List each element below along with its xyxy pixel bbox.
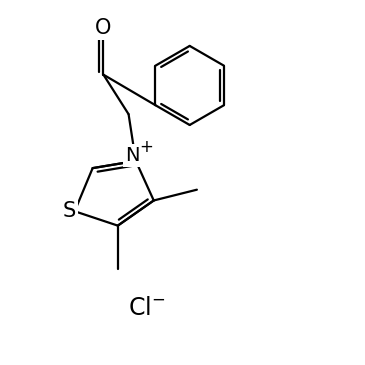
Text: N: N — [125, 146, 139, 165]
Text: S: S — [63, 201, 76, 221]
Text: +: + — [139, 138, 153, 156]
Text: Cl$^{-}$: Cl$^{-}$ — [128, 296, 165, 320]
Text: O: O — [95, 18, 112, 38]
